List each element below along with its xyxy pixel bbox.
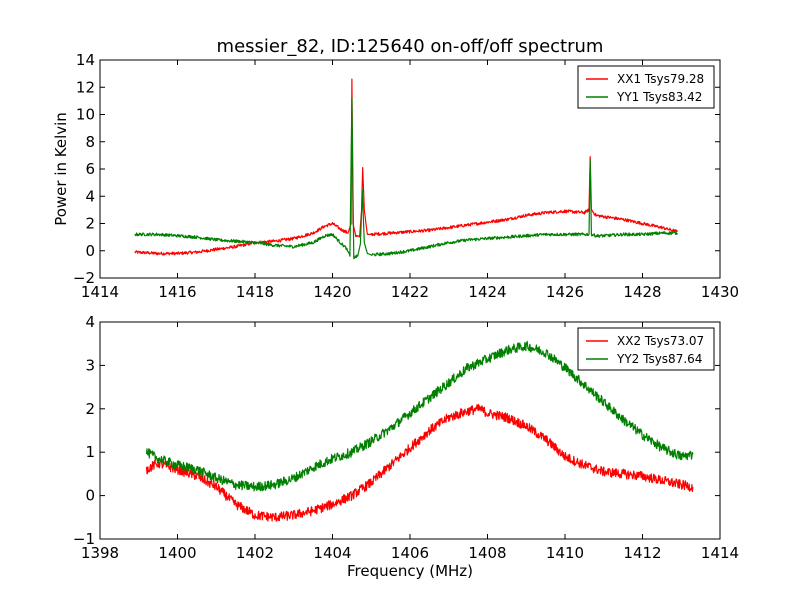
top-legend: XX1 Tsys79.28 YY1 Tsys83.42 — [577, 65, 715, 109]
bottom-y-tick-label: 0 — [85, 487, 95, 505]
bottom-legend: XX2 Tsys73.07 YY2 Tsys87.64 — [577, 327, 715, 371]
top-plot-title: messier_82, ID:125640 on-off/off spectru… — [217, 36, 604, 57]
top-x-tick-label: 1420 — [313, 283, 351, 301]
top-y-tick-label: 2 — [85, 215, 95, 233]
bottom-plot-marks: 1398 1400 1402 1404 1406 1408 1410 1412 1414 −1 0 1… — [73, 313, 739, 562]
top-x-tick-label: 1428 — [623, 283, 661, 301]
bottom-x-tick-label: 1410 — [546, 544, 584, 562]
top-y-tick-label: 0 — [85, 242, 95, 260]
top-y-tick-label: 6 — [85, 160, 95, 178]
top-x-tick-label: 1424 — [468, 283, 506, 301]
bottom-x-axis-label: Frequency (MHz) — [347, 562, 473, 580]
bottom-x-tick-label: 1398 — [81, 544, 119, 562]
top-y-tick-label: 4 — [85, 187, 95, 205]
top-series-line-1 — [134, 78, 678, 256]
top-y-tick-label: −2 — [73, 269, 95, 287]
bottom-y-tick-label: −1 — [73, 530, 95, 548]
top-legend-entry: YY1 Tsys83.42 — [616, 90, 702, 104]
bottom-x-tick-label: 1408 — [468, 544, 506, 562]
top-x-tick-label: 1416 — [158, 283, 196, 301]
top-y-tick-label: 14 — [76, 51, 95, 69]
bottom-legend-entry: YY2 Tsys87.64 — [616, 352, 702, 366]
bottom-x-tick-label: 1402 — [236, 544, 274, 562]
top-legend-entry: XX1 Tsys79.28 — [617, 72, 704, 86]
bottom-subplot: Frequency (MHz) 1398 1400 1402 1404 1406 1408… — [73, 313, 739, 580]
top-y-tick-label: 10 — [76, 106, 95, 124]
top-x-tick-label: 1422 — [391, 283, 429, 301]
top-y-tick-label: 8 — [85, 133, 95, 151]
bottom-y-tick-label: 4 — [85, 313, 95, 331]
top-y-axis-label: Power in Kelvin — [52, 112, 70, 226]
bottom-series-line-1 — [145, 403, 694, 522]
top-x-tick-label: 1414 — [81, 283, 119, 301]
bottom-x-tick-label: 1412 — [623, 544, 661, 562]
bottom-y-tick-label: 1 — [85, 443, 95, 461]
top-x-tick-label: 1430 — [701, 283, 739, 301]
bottom-x-tick-label: 1404 — [313, 544, 351, 562]
top-x-tick-label: 1426 — [546, 283, 584, 301]
bottom-series-line-2 — [145, 340, 694, 492]
top-x-tick-label: 1418 — [236, 283, 274, 301]
bottom-x-tick-label: 1406 — [391, 544, 429, 562]
bottom-y-tick-label: 3 — [85, 356, 95, 374]
top-subplot: messier_82, ID:125640 on-off/off spectru… — [52, 36, 739, 301]
top-y-tick-label: 12 — [76, 78, 95, 96]
bottom-series-lines — [145, 340, 694, 522]
bottom-legend-entry: XX2 Tsys73.07 — [617, 334, 704, 348]
bottom-x-tick-label: 1400 — [158, 544, 196, 562]
top-plot-marks: 1414 1416 1418 1420 1422 1424 1426 1428 1430 −2 0 2… — [73, 51, 739, 301]
top-series-lines — [134, 78, 678, 260]
bottom-y-tick-label: 2 — [85, 400, 95, 418]
top-series-line-2 — [134, 97, 678, 260]
bottom-x-tick-label: 1414 — [701, 544, 739, 562]
